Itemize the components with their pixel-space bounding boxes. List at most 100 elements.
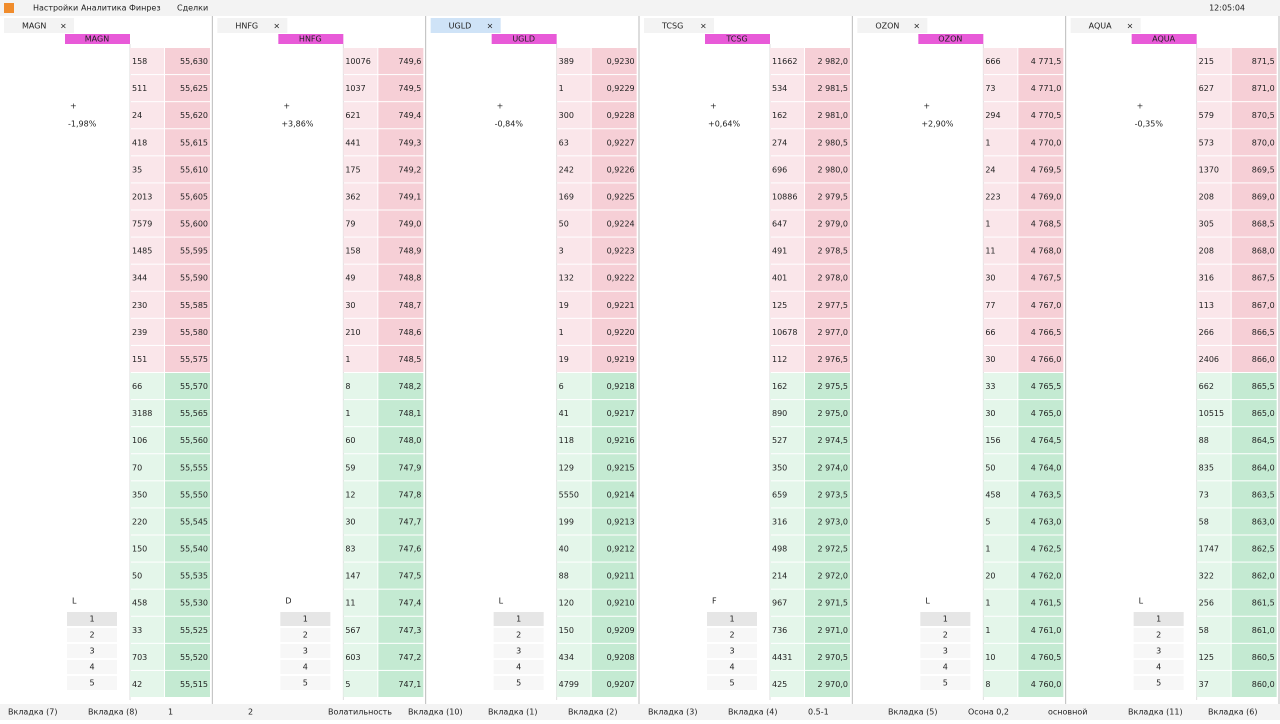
level-label[interactable]: 2 <box>516 631 521 640</box>
bottom-tab[interactable]: 2 <box>248 708 253 717</box>
level-button[interactable] <box>707 660 757 674</box>
level-button[interactable] <box>493 676 544 690</box>
mode-select[interactable]: D <box>285 597 291 606</box>
level-label[interactable]: 1 <box>729 615 734 624</box>
add-button[interactable]: + <box>70 102 77 111</box>
level-label[interactable]: 4 <box>89 663 94 672</box>
tab-close[interactable]: × <box>273 22 280 31</box>
tab-close[interactable]: × <box>1127 22 1134 31</box>
tab[interactable] <box>857 18 928 33</box>
tab-close[interactable]: × <box>487 22 494 31</box>
level-label[interactable]: 3 <box>89 647 94 656</box>
level-button[interactable] <box>707 612 757 626</box>
bottom-tab[interactable]: Вкладка (7) <box>8 708 57 717</box>
level-button[interactable] <box>493 628 544 642</box>
tab[interactable] <box>430 18 501 33</box>
tab[interactable] <box>4 18 74 33</box>
menu-item[interactable]: Аналитика <box>81 4 127 13</box>
level-button[interactable] <box>67 612 117 626</box>
tab[interactable] <box>644 18 714 33</box>
mode-select[interactable]: L <box>72 597 77 606</box>
tab-title[interactable]: TCSG <box>661 22 683 31</box>
mode-select[interactable]: L <box>925 597 930 606</box>
bottom-tab[interactable]: основной <box>1048 708 1087 717</box>
level-button[interactable] <box>920 660 971 674</box>
level-button[interactable] <box>493 660 544 674</box>
bottom-tab[interactable]: Вкладка (4) <box>728 708 777 717</box>
level-label[interactable]: 1 <box>89 615 94 624</box>
level-button[interactable] <box>67 628 117 642</box>
level-button[interactable] <box>1133 644 1184 658</box>
level-label[interactable]: 1 <box>303 615 308 624</box>
level-label[interactable]: 2 <box>729 631 734 640</box>
level-button[interactable] <box>920 612 971 626</box>
tab[interactable] <box>1070 18 1141 33</box>
level-button[interactable] <box>707 676 757 690</box>
mode-select[interactable]: L <box>499 597 504 606</box>
level-button[interactable] <box>493 644 544 658</box>
bottom-tab[interactable]: 1 <box>168 708 173 717</box>
add-button[interactable]: + <box>1137 102 1144 111</box>
level-label[interactable]: 3 <box>1156 647 1161 656</box>
level-button[interactable] <box>1133 628 1184 642</box>
level-label[interactable]: 4 <box>943 663 948 672</box>
tab-title[interactable]: OZON <box>875 22 899 31</box>
level-label[interactable]: 5 <box>303 679 308 688</box>
level-label[interactable]: 1 <box>516 615 521 624</box>
level-button[interactable] <box>1133 660 1184 674</box>
level-button[interactable] <box>280 676 331 690</box>
level-label[interactable]: 4 <box>303 663 308 672</box>
level-label[interactable]: 5 <box>516 679 521 688</box>
level-button[interactable] <box>280 644 331 658</box>
level-label[interactable]: 1 <box>1156 615 1161 624</box>
level-button[interactable] <box>280 612 331 626</box>
menu-item[interactable]: Настройки <box>33 4 78 13</box>
bottom-tab[interactable]: Вкладка (5) <box>888 708 937 717</box>
level-button[interactable] <box>280 660 331 674</box>
bottom-tab[interactable]: Вкладка (6) <box>1208 708 1257 717</box>
add-button[interactable]: + <box>283 102 290 111</box>
bottom-tab[interactable]: Вкладка (3) <box>648 708 697 717</box>
level-label[interactable]: 5 <box>1156 679 1161 688</box>
tab-title[interactable]: MAGN <box>22 22 46 31</box>
level-label[interactable]: 4 <box>516 663 521 672</box>
level-label[interactable]: 2 <box>1156 631 1161 640</box>
tab-close[interactable]: × <box>913 22 920 31</box>
level-label[interactable]: 3 <box>516 647 521 656</box>
level-button[interactable] <box>1133 612 1184 626</box>
tab-close[interactable]: × <box>60 22 67 31</box>
level-button[interactable] <box>280 628 331 642</box>
level-button[interactable] <box>920 628 971 642</box>
bottom-tab[interactable]: Осона 0,2 <box>968 708 1009 717</box>
level-button[interactable] <box>67 676 117 690</box>
bottom-tab[interactable]: Волатильность <box>328 708 392 717</box>
level-button[interactable] <box>67 660 117 674</box>
bottom-tab[interactable]: Вкладка (8) <box>88 708 137 717</box>
bottom-tab[interactable]: Вкладка (2) <box>568 708 617 717</box>
level-label[interactable]: 2 <box>89 631 94 640</box>
tab-close[interactable]: × <box>700 22 707 31</box>
level-button[interactable] <box>920 676 971 690</box>
level-label[interactable]: 5 <box>943 679 948 688</box>
level-label[interactable]: 4 <box>729 663 734 672</box>
level-button[interactable] <box>707 644 757 658</box>
level-label[interactable]: 5 <box>729 679 734 688</box>
level-button[interactable] <box>1133 676 1184 690</box>
mode-select[interactable]: F <box>712 597 717 606</box>
mode-select[interactable]: L <box>1139 597 1144 606</box>
level-button[interactable] <box>920 644 971 658</box>
bottom-tab[interactable]: Вкладка (11) <box>1128 708 1183 717</box>
menu-item[interactable]: Сделки <box>177 4 208 13</box>
level-label[interactable]: 5 <box>89 679 94 688</box>
add-button[interactable]: + <box>710 102 717 111</box>
level-label[interactable]: 4 <box>1156 663 1161 672</box>
level-button[interactable] <box>707 628 757 642</box>
level-label[interactable]: 3 <box>729 647 734 656</box>
add-button[interactable]: + <box>497 102 504 111</box>
bottom-tab[interactable]: 0.5-1 <box>808 708 829 717</box>
level-label[interactable]: 1 <box>943 615 948 624</box>
level-label[interactable]: 3 <box>943 647 948 656</box>
menu-item[interactable]: Финрез <box>129 4 161 13</box>
level-button[interactable] <box>493 612 544 626</box>
tab[interactable] <box>217 18 288 33</box>
